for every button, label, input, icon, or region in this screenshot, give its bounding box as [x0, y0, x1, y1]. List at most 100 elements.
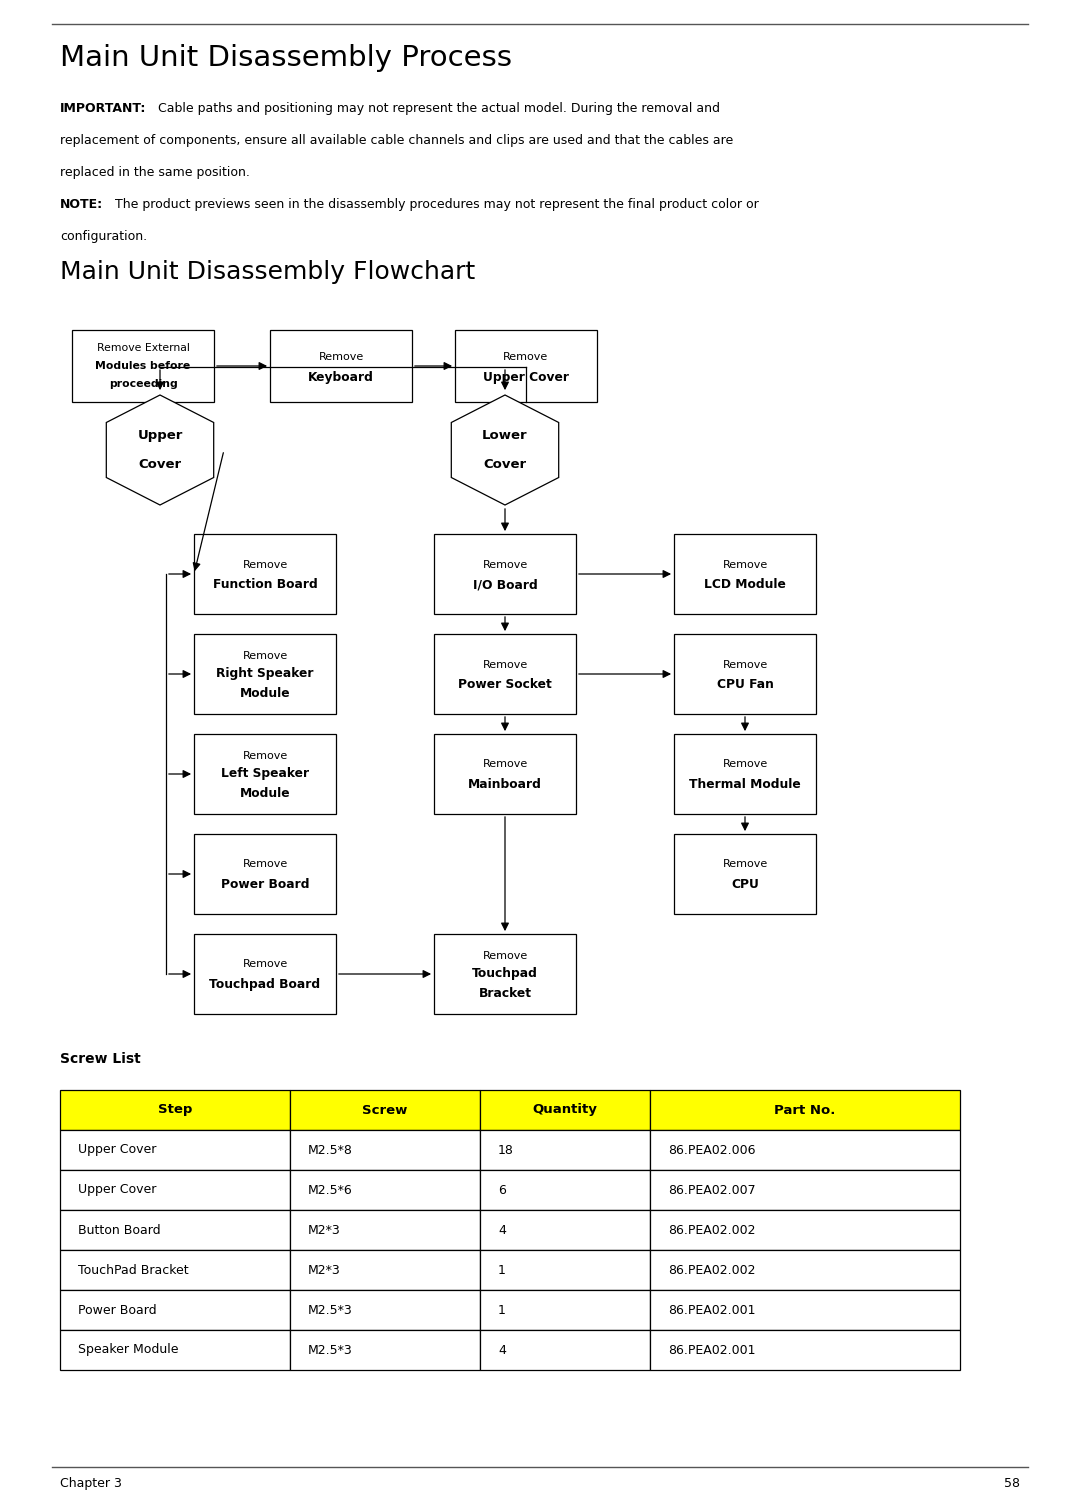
Text: Step: Step: [158, 1104, 192, 1116]
Text: proceeding: proceeding: [109, 380, 177, 389]
Text: Left Speaker: Left Speaker: [221, 768, 309, 780]
Text: Remove: Remove: [242, 751, 287, 761]
Text: Remove: Remove: [242, 559, 287, 570]
Text: 86.PEA02.001: 86.PEA02.001: [669, 1344, 756, 1356]
Text: Upper Cover: Upper Cover: [78, 1184, 157, 1196]
FancyBboxPatch shape: [194, 534, 336, 614]
Text: Cover: Cover: [484, 458, 527, 472]
FancyBboxPatch shape: [434, 634, 576, 714]
FancyBboxPatch shape: [60, 1290, 291, 1331]
Text: Remove: Remove: [483, 559, 528, 570]
FancyBboxPatch shape: [60, 1090, 291, 1129]
Text: M2.5*8: M2.5*8: [308, 1143, 353, 1157]
Text: Remove: Remove: [319, 351, 364, 361]
FancyBboxPatch shape: [291, 1250, 480, 1290]
Text: Remove: Remove: [483, 659, 528, 670]
FancyBboxPatch shape: [60, 1170, 291, 1210]
Text: Function Board: Function Board: [213, 579, 318, 591]
Text: Quantity: Quantity: [532, 1104, 597, 1116]
Text: Upper Cover: Upper Cover: [483, 370, 569, 384]
Text: Cable paths and positioning may not represent the actual model. During the remov: Cable paths and positioning may not repr…: [158, 101, 720, 115]
Text: Keyboard: Keyboard: [308, 370, 374, 384]
Text: Speaker Module: Speaker Module: [78, 1344, 178, 1356]
FancyBboxPatch shape: [270, 330, 411, 402]
FancyBboxPatch shape: [291, 1210, 480, 1250]
Text: Screw List: Screw List: [60, 1052, 140, 1066]
Text: Modules before: Modules before: [95, 361, 191, 370]
Text: IMPORTANT:: IMPORTANT:: [60, 101, 147, 115]
Text: Remove: Remove: [723, 859, 768, 869]
Text: 18: 18: [498, 1143, 514, 1157]
Text: Touchpad: Touchpad: [472, 968, 538, 980]
FancyBboxPatch shape: [194, 835, 336, 913]
FancyBboxPatch shape: [480, 1090, 650, 1129]
FancyBboxPatch shape: [480, 1129, 650, 1170]
Text: Remove: Remove: [723, 659, 768, 670]
Text: Lower: Lower: [482, 429, 528, 442]
Text: Right Speaker: Right Speaker: [216, 667, 314, 680]
Text: CPU: CPU: [731, 878, 759, 892]
FancyBboxPatch shape: [650, 1129, 960, 1170]
Text: 4: 4: [498, 1344, 505, 1356]
FancyBboxPatch shape: [194, 934, 336, 1015]
FancyBboxPatch shape: [480, 1331, 650, 1370]
Polygon shape: [106, 395, 214, 505]
Text: 86.PEA02.006: 86.PEA02.006: [669, 1143, 756, 1157]
Text: 6: 6: [498, 1184, 505, 1196]
Text: M2.5*3: M2.5*3: [308, 1344, 353, 1356]
Text: Mainboard: Mainboard: [468, 779, 542, 791]
Text: M2.5*6: M2.5*6: [308, 1184, 353, 1196]
FancyBboxPatch shape: [480, 1250, 650, 1290]
Text: Screw: Screw: [362, 1104, 407, 1116]
Text: 58: 58: [1004, 1477, 1020, 1489]
Text: Upper: Upper: [137, 429, 183, 442]
FancyBboxPatch shape: [194, 634, 336, 714]
Text: 1: 1: [498, 1264, 505, 1276]
FancyBboxPatch shape: [650, 1290, 960, 1331]
Text: M2*3: M2*3: [308, 1264, 341, 1276]
FancyBboxPatch shape: [60, 1210, 291, 1250]
FancyBboxPatch shape: [674, 835, 816, 913]
Text: 86.PEA02.002: 86.PEA02.002: [669, 1264, 756, 1276]
Text: Bracket: Bracket: [478, 987, 531, 999]
FancyBboxPatch shape: [291, 1290, 480, 1331]
Text: Touchpad Board: Touchpad Board: [210, 978, 321, 992]
FancyBboxPatch shape: [650, 1250, 960, 1290]
Text: Part No.: Part No.: [774, 1104, 836, 1116]
FancyBboxPatch shape: [674, 733, 816, 813]
Text: The product previews seen in the disassembly procedures may not represent the fi: The product previews seen in the disasse…: [114, 198, 759, 212]
Text: Remove: Remove: [723, 559, 768, 570]
Text: 86.PEA02.001: 86.PEA02.001: [669, 1303, 756, 1317]
Text: CPU Fan: CPU Fan: [716, 679, 773, 691]
Text: 86.PEA02.007: 86.PEA02.007: [669, 1184, 756, 1196]
FancyBboxPatch shape: [291, 1331, 480, 1370]
Text: Remove: Remove: [242, 859, 287, 869]
FancyBboxPatch shape: [72, 330, 214, 402]
Text: configuration.: configuration.: [60, 230, 147, 243]
Text: Remove: Remove: [723, 759, 768, 770]
Text: Main Unit Disassembly Process: Main Unit Disassembly Process: [60, 44, 512, 73]
Polygon shape: [451, 395, 558, 505]
Text: Thermal Module: Thermal Module: [689, 779, 801, 791]
Text: Remove: Remove: [483, 951, 528, 962]
Text: Module: Module: [240, 788, 291, 800]
FancyBboxPatch shape: [291, 1170, 480, 1210]
FancyBboxPatch shape: [60, 1129, 291, 1170]
FancyBboxPatch shape: [455, 330, 597, 402]
FancyBboxPatch shape: [291, 1090, 480, 1129]
Text: replaced in the same position.: replaced in the same position.: [60, 166, 249, 178]
FancyBboxPatch shape: [60, 1331, 291, 1370]
Text: Power Board: Power Board: [78, 1303, 157, 1317]
Text: 4: 4: [498, 1223, 505, 1237]
Text: 86.PEA02.002: 86.PEA02.002: [669, 1223, 756, 1237]
FancyBboxPatch shape: [291, 1129, 480, 1170]
FancyBboxPatch shape: [434, 534, 576, 614]
Text: Upper Cover: Upper Cover: [78, 1143, 157, 1157]
Text: Main Unit Disassembly Flowchart: Main Unit Disassembly Flowchart: [60, 260, 475, 284]
Text: TouchPad Bracket: TouchPad Bracket: [78, 1264, 189, 1276]
Text: Chapter 3: Chapter 3: [60, 1477, 122, 1489]
Text: Remove: Remove: [483, 759, 528, 770]
FancyBboxPatch shape: [480, 1170, 650, 1210]
Text: Remove: Remove: [242, 960, 287, 969]
Text: Remove: Remove: [242, 652, 287, 661]
